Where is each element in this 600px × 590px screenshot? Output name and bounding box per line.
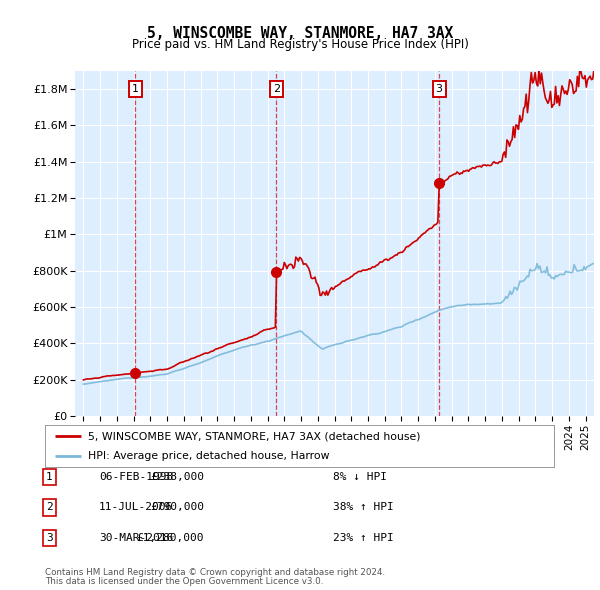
Text: 5, WINSCOMBE WAY, STANMORE, HA7 3AX: 5, WINSCOMBE WAY, STANMORE, HA7 3AX (147, 25, 453, 41)
Text: 8% ↓ HPI: 8% ↓ HPI (333, 472, 387, 481)
Text: 3: 3 (436, 84, 443, 94)
Text: This data is licensed under the Open Government Licence v3.0.: This data is licensed under the Open Gov… (45, 577, 323, 586)
Text: 30-MAR-2016: 30-MAR-2016 (99, 533, 173, 543)
Text: 2: 2 (46, 503, 53, 512)
Text: 3: 3 (46, 533, 53, 543)
Text: 06-FEB-1998: 06-FEB-1998 (99, 472, 173, 481)
Text: Price paid vs. HM Land Registry's House Price Index (HPI): Price paid vs. HM Land Registry's House … (131, 38, 469, 51)
Text: 2: 2 (273, 84, 280, 94)
Text: 1: 1 (46, 472, 53, 481)
Text: 5, WINSCOMBE WAY, STANMORE, HA7 3AX (detached house): 5, WINSCOMBE WAY, STANMORE, HA7 3AX (det… (88, 431, 421, 441)
Text: 11-JUL-2006: 11-JUL-2006 (99, 503, 173, 512)
Text: 1: 1 (132, 84, 139, 94)
Text: 23% ↑ HPI: 23% ↑ HPI (333, 533, 394, 543)
Text: £1,280,000: £1,280,000 (137, 533, 204, 543)
Text: 38% ↑ HPI: 38% ↑ HPI (333, 503, 394, 512)
Text: HPI: Average price, detached house, Harrow: HPI: Average price, detached house, Harr… (88, 451, 330, 461)
Text: £238,000: £238,000 (150, 472, 204, 481)
Text: £790,000: £790,000 (150, 503, 204, 512)
Text: Contains HM Land Registry data © Crown copyright and database right 2024.: Contains HM Land Registry data © Crown c… (45, 568, 385, 577)
